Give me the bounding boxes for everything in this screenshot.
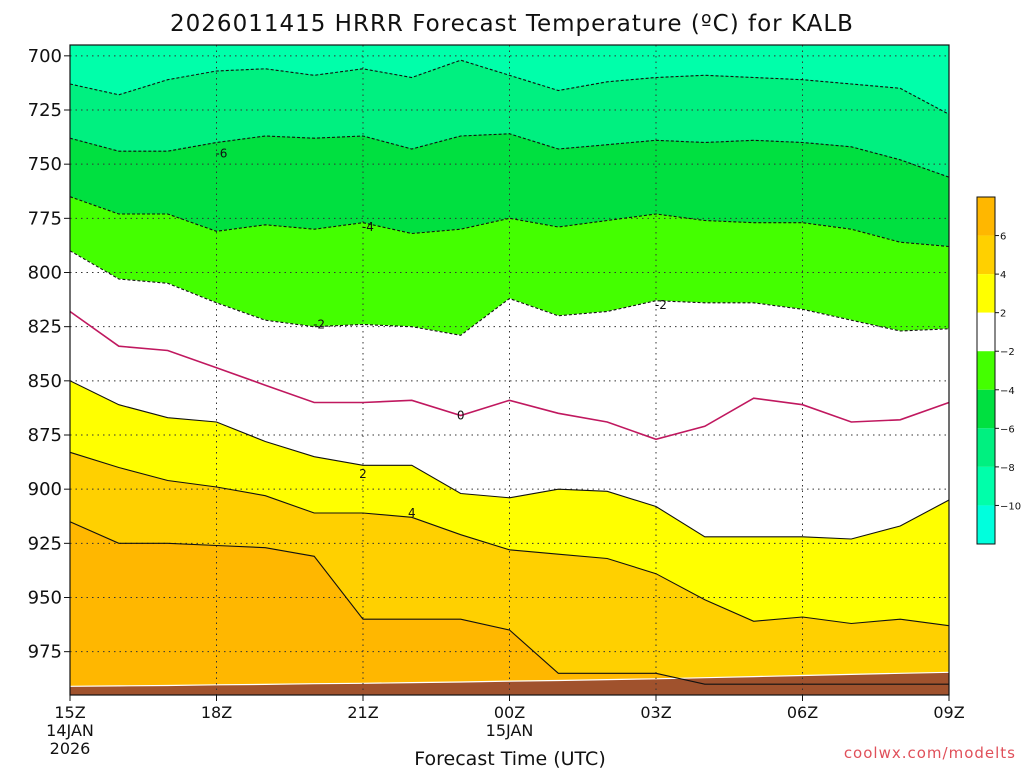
colorbar-band	[977, 389, 995, 429]
x-tick-label: 15Z	[54, 703, 85, 722]
x-tick-date: 14JAN	[46, 721, 94, 740]
y-tick-label: 975	[28, 642, 62, 663]
colorbar-band	[977, 466, 995, 506]
x-tick-label: 00Z	[494, 703, 525, 722]
colorbar-tick-label: −6	[1000, 424, 1015, 435]
y-tick-label: 800	[28, 263, 62, 284]
surface-line	[69, 671, 950, 687]
contour-label-text: -2	[655, 298, 667, 312]
colorbar: 6 4 2 −2 −4 −6 −8 −10	[976, 196, 1021, 545]
colorbar-tick-label: 4	[1000, 270, 1006, 281]
contour-label-text: -6	[215, 146, 227, 160]
contour-label: 2	[359, 467, 367, 481]
contour-label: -2	[313, 318, 325, 332]
colorbar-band	[977, 274, 995, 313]
contour-label-text: 2	[359, 467, 367, 481]
x-axis-label: Forecast Time (UTC)	[414, 748, 605, 768]
contour-lines	[69, 59, 950, 685]
colorbar-band	[977, 505, 995, 544]
colorbar-tick-label: −8	[1000, 463, 1015, 474]
colorbar-frame	[976, 196, 996, 545]
contour-label: -2	[655, 298, 667, 312]
contour-line	[69, 451, 950, 627]
x-tick-label: 06Z	[787, 703, 818, 722]
contour-label-text: 0	[457, 409, 465, 423]
y-tick-label: 775	[28, 208, 62, 229]
contour-line	[69, 380, 950, 540]
contour-line	[69, 250, 950, 336]
contour-line	[69, 133, 950, 178]
colorbar-band	[977, 235, 995, 275]
x-tick-label: 18Z	[201, 703, 232, 722]
contour-line	[69, 310, 950, 441]
colorbar-band	[977, 312, 995, 352]
contour-line	[69, 59, 950, 115]
y-tick-label: 700	[28, 46, 62, 67]
colorbar-band	[977, 428, 995, 467]
x-tick-date: 15JAN	[486, 721, 534, 740]
y-tick-label: 900	[28, 479, 62, 500]
colorbar-tick-label: −10	[1000, 501, 1021, 512]
colorbar-tick-label: 2	[1000, 309, 1006, 320]
contour-label: 4	[408, 506, 416, 520]
colorbar-band	[977, 197, 995, 236]
y-tick-label: 925	[28, 533, 62, 554]
colorbar-band	[977, 351, 995, 390]
y-tick-label: 725	[28, 100, 62, 121]
colorbar-tick-label: 6	[1000, 232, 1006, 243]
y-tick-label: 875	[28, 425, 62, 446]
y-tick-label: 850	[28, 371, 62, 392]
contour-label: -6	[215, 146, 227, 160]
x-tick-label: 09Z	[933, 703, 964, 722]
contour-label: -4	[362, 220, 374, 234]
contour-label-text: -2	[313, 318, 325, 332]
contour-label: 0	[457, 409, 465, 423]
contour-label-text: 4	[408, 506, 416, 520]
contour-labels: -6 -4 -2 -2 0 2 4	[215, 146, 667, 520]
colorbar-tick-label: −4	[1000, 386, 1015, 397]
x-tick-year: 2026	[50, 739, 91, 758]
contour-line	[69, 196, 950, 248]
y-tick-label: 825	[28, 317, 62, 338]
colorbar-tick-label: −2	[1000, 347, 1015, 358]
contour-label-text: -4	[362, 220, 374, 234]
x-tick-label: 03Z	[640, 703, 671, 722]
chart-title: 2026011415 HRRR Forecast Temperature (ºC…	[170, 11, 854, 37]
x-tick-label: 21Z	[347, 703, 378, 722]
y-tick-label: 750	[28, 154, 62, 175]
y-axis: 700 725 750 775 800 825 850 875 900 925 950 975	[28, 46, 70, 663]
credit-text: coolwx.com/modelts	[844, 744, 1016, 762]
y-tick-label: 950	[28, 588, 62, 609]
contour-line	[69, 521, 949, 685]
